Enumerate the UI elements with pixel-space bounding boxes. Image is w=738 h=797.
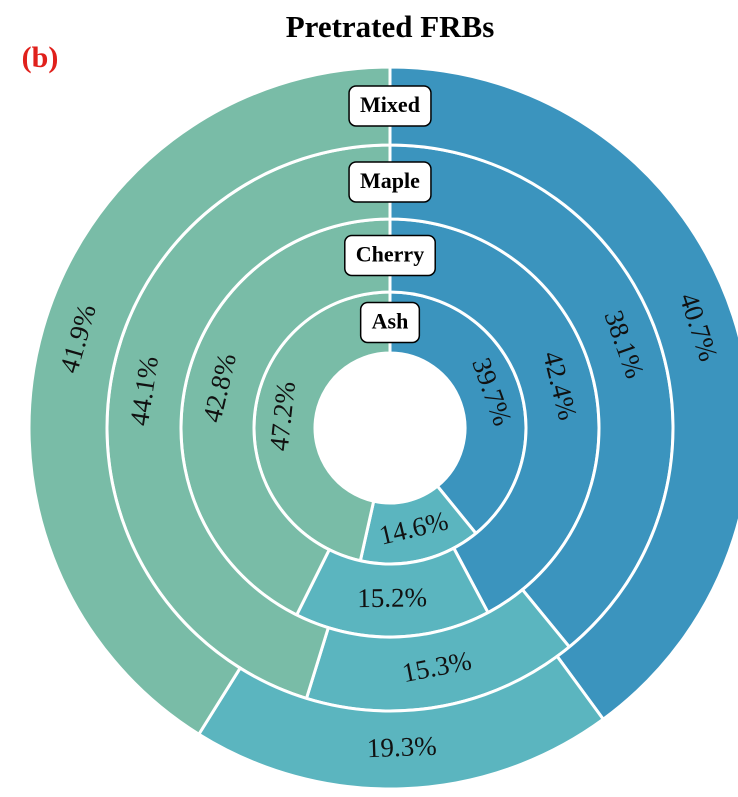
chart-title: Pretrated FRBs bbox=[286, 9, 495, 44]
ring-segment bbox=[27, 65, 392, 737]
ring-name-bg bbox=[348, 85, 432, 127]
panel-label: (b) bbox=[22, 41, 59, 74]
rings bbox=[27, 65, 738, 791]
ring-name-box: Maple bbox=[348, 161, 432, 203]
labels: 39.7%14.6%47.2% 42.4%15.2%42.8%38.1%15.3%… bbox=[54, 85, 724, 764]
ring-name-bg bbox=[348, 161, 432, 203]
ring-name: Maple bbox=[360, 168, 420, 193]
ring-name: Cherry bbox=[356, 242, 424, 267]
ring-name-bg bbox=[359, 301, 421, 344]
ring-name-box: Mixed bbox=[348, 85, 432, 127]
ring-name: Mixed bbox=[360, 92, 420, 117]
ring-name-box: Cherry bbox=[344, 234, 436, 277]
ring-name-bg bbox=[344, 234, 436, 277]
ring-segment bbox=[388, 65, 738, 722]
value-label: 19.3% bbox=[366, 731, 437, 764]
value-label: 15.2% bbox=[357, 582, 427, 613]
ring-name-box: Ash bbox=[359, 301, 421, 344]
ring-name: Ash bbox=[372, 309, 409, 334]
